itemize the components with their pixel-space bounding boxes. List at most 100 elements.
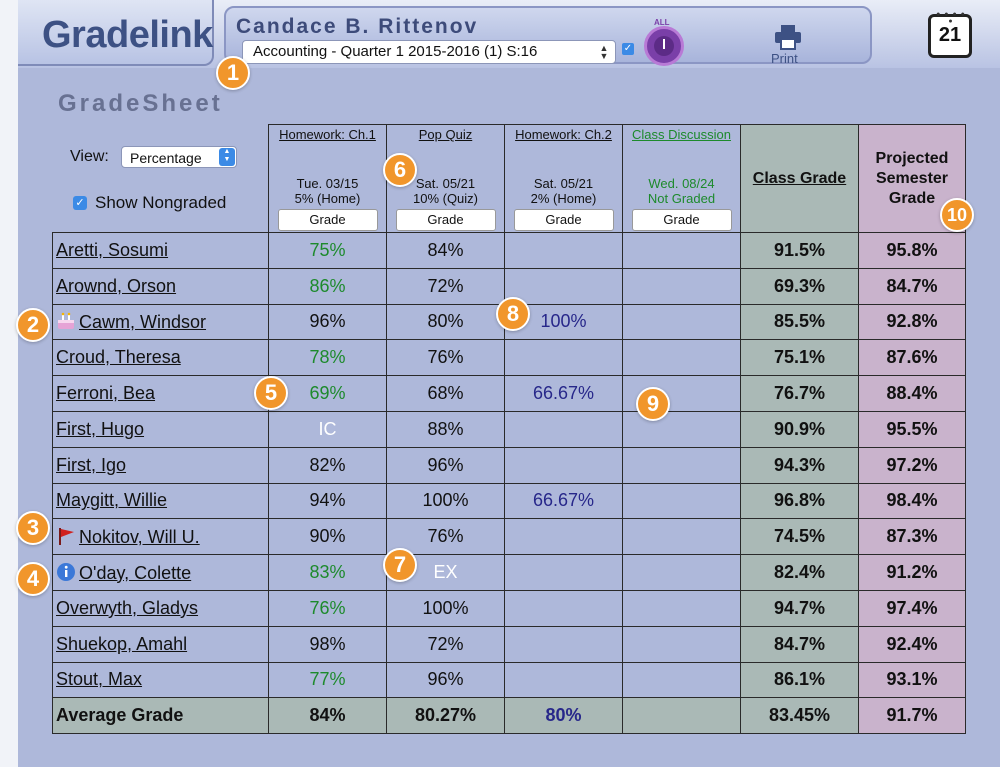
grade-cell[interactable] — [504, 339, 623, 377]
grade-cell[interactable]: 96% — [386, 446, 505, 484]
grade-cell[interactable] — [622, 339, 741, 377]
grade-cell[interactable]: IC — [268, 410, 387, 448]
assignment-title[interactable]: Pop Quiz — [418, 127, 473, 142]
student-name[interactable]: First, Igo — [56, 454, 127, 475]
assignment-title[interactable]: Homework: Ch.2 — [515, 127, 612, 142]
red-flag-icon[interactable] — [56, 526, 76, 546]
student-name[interactable]: O'day, Colette — [79, 562, 192, 583]
grade-button[interactable]: Grade — [513, 209, 614, 231]
print-label[interactable]: Print — [771, 51, 798, 66]
grade-cell[interactable]: 96% — [386, 661, 505, 699]
grade-cell[interactable] — [622, 625, 741, 663]
grade-cell[interactable]: 100% — [386, 589, 505, 627]
show-nongraded-label[interactable]: Show Nongraded — [95, 193, 227, 212]
grade-cell[interactable] — [504, 410, 623, 448]
student-name-cell[interactable]: O'day, Colette — [52, 554, 269, 591]
class-grade-cell: 86.1% — [740, 661, 859, 699]
student-name-cell[interactable]: Overwyth, Gladys — [52, 589, 269, 627]
grade-cell[interactable]: 78% — [268, 339, 387, 377]
student-name-cell[interactable]: Stout, Max — [52, 661, 269, 699]
clock-icon[interactable] — [644, 26, 684, 66]
grade-cell[interactable] — [504, 554, 623, 591]
student-name-cell[interactable]: Arownd, Orson — [52, 267, 269, 305]
gradelink-logo[interactable]: Gradelink — [42, 14, 213, 56]
grade-button[interactable]: Grade — [631, 209, 732, 231]
student-name[interactable]: Overwyth, Gladys — [56, 597, 199, 618]
grade-cell[interactable]: 76% — [268, 589, 387, 627]
grade-cell[interactable] — [504, 661, 623, 699]
class-grade-header[interactable]: Class Grade — [740, 124, 859, 233]
student-name[interactable]: Ferroni, Bea — [56, 383, 156, 404]
grade-cell[interactable]: 77% — [268, 661, 387, 699]
student-name-cell[interactable]: Cawm, Windsor — [52, 303, 269, 341]
grade-cell[interactable] — [622, 303, 741, 341]
grade-cell[interactable]: 76% — [386, 339, 505, 377]
student-name[interactable]: Aretti, Sosumi — [56, 239, 169, 260]
view-select[interactable]: Percentage ▲ ▼ — [121, 146, 237, 168]
projected-grade-cell: 97.2% — [858, 446, 966, 484]
student-name[interactable]: Nokitov, Will U. — [79, 526, 200, 547]
grade-cell[interactable]: 90% — [268, 518, 387, 556]
class-select[interactable]: Accounting - Quarter 1 2015-2016 (1) S:1… — [242, 40, 616, 64]
assignment-title[interactable]: Class Discussion — [632, 127, 731, 142]
student-name[interactable]: Stout, Max — [56, 669, 143, 690]
grade-cell[interactable] — [622, 554, 741, 591]
grade-button[interactable]: Grade — [395, 209, 496, 231]
grade-button[interactable]: Grade — [277, 209, 378, 231]
grade-cell[interactable]: 66.67% — [504, 482, 623, 520]
grade-cell[interactable]: 84% — [386, 232, 505, 269]
logo-tab[interactable] — [18, 0, 214, 66]
class-grade-cell: 94.3% — [740, 446, 859, 484]
grade-cell[interactable] — [504, 446, 623, 484]
student-row: Croud, Theresa 78% 76% 75.1% 87.6% — [52, 339, 966, 377]
student-name[interactable]: First, Hugo — [56, 418, 145, 439]
student-name-cell[interactable]: First, Hugo — [52, 410, 269, 448]
grade-cell[interactable]: 96% — [268, 303, 387, 341]
student-name-cell[interactable]: Nokitov, Will U. — [52, 518, 269, 556]
grade-cell[interactable]: 75% — [268, 232, 387, 269]
birthday-cake-icon[interactable] — [56, 311, 76, 331]
grade-cell[interactable]: 72% — [386, 625, 505, 663]
grade-cell[interactable]: 100% — [386, 482, 505, 520]
grade-cell[interactable]: 88% — [386, 410, 505, 448]
student-name-cell[interactable]: Aretti, Sosumi — [52, 232, 269, 269]
info-icon[interactable] — [56, 562, 76, 582]
grade-cell[interactable]: 72% — [386, 267, 505, 305]
grade-cell[interactable] — [622, 446, 741, 484]
student-name[interactable]: Arownd, Orson — [56, 275, 177, 296]
grade-cell[interactable]: 86% — [268, 267, 387, 305]
student-name-cell[interactable]: Croud, Theresa — [52, 339, 269, 377]
callout-badge-1: 1 — [216, 56, 250, 90]
grade-cell[interactable]: 98% — [268, 625, 387, 663]
grade-cell[interactable] — [504, 589, 623, 627]
grade-cell[interactable] — [622, 232, 741, 269]
printer-icon[interactable] — [774, 24, 802, 50]
grade-cell[interactable]: 66.67% — [504, 375, 623, 412]
student-name-cell[interactable]: Maygitt, Willie — [52, 482, 269, 520]
grade-cell[interactable] — [504, 625, 623, 663]
assignment-title[interactable]: Homework: Ch.1 — [279, 127, 376, 142]
grade-cell[interactable] — [622, 267, 741, 305]
grade-cell[interactable] — [622, 410, 741, 448]
grade-cell[interactable] — [622, 518, 741, 556]
student-name-cell[interactable]: First, Igo — [52, 446, 269, 484]
student-name-cell[interactable]: Shuekop, Amahl — [52, 625, 269, 663]
class-filter-checkbox[interactable]: ✓ — [622, 43, 634, 55]
grade-cell[interactable] — [622, 661, 741, 699]
student-name[interactable]: Cawm, Windsor — [79, 311, 207, 332]
grade-cell[interactable]: 82% — [268, 446, 387, 484]
student-name[interactable]: Maygitt, Willie — [56, 490, 168, 511]
grade-cell[interactable]: 94% — [268, 482, 387, 520]
calendar-icon[interactable]: ● ● ● ● ● 21 — [928, 11, 972, 58]
grade-cell[interactable] — [504, 232, 623, 269]
grade-cell[interactable] — [622, 589, 741, 627]
grade-cell[interactable] — [504, 518, 623, 556]
student-name[interactable]: Shuekop, Amahl — [56, 633, 188, 654]
student-name[interactable]: Croud, Theresa — [56, 347, 181, 368]
grade-cell[interactable] — [622, 482, 741, 520]
grade-cell[interactable]: 83% — [268, 554, 387, 591]
grade-cell[interactable]: 80% — [386, 303, 505, 341]
show-nongraded-checkbox[interactable]: ✓ — [73, 196, 87, 210]
grade-cell[interactable]: 68% — [386, 375, 505, 412]
student-name-cell[interactable]: Ferroni, Bea — [52, 375, 269, 412]
